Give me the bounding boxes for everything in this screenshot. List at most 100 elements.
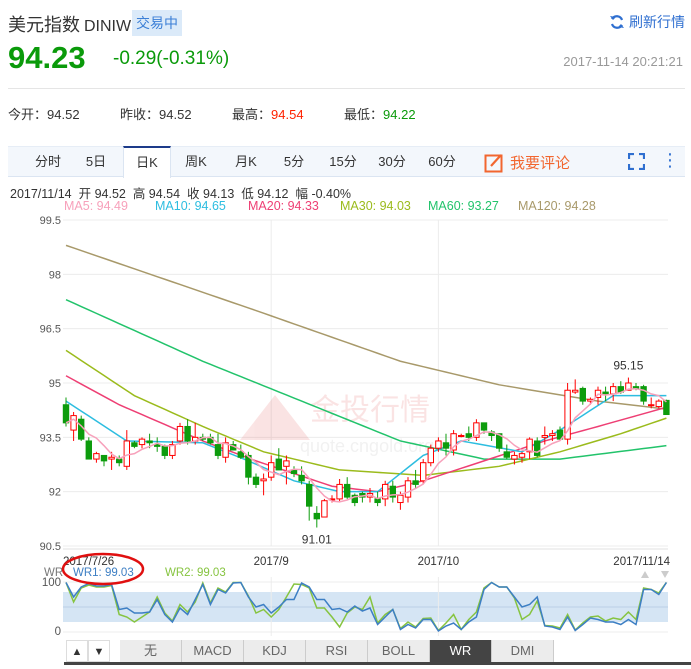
- candle-body: [336, 483, 343, 500]
- candle-body: [306, 483, 313, 507]
- scroll-down-button[interactable]: ▼: [88, 640, 110, 662]
- panel-up-icon[interactable]: [641, 571, 649, 578]
- candle-body: [541, 435, 548, 438]
- y-tick-label: 99.5: [40, 215, 61, 227]
- more-options-icon[interactable]: ⋮: [661, 150, 679, 170]
- candle-body: [602, 391, 609, 395]
- candle-body: [382, 483, 389, 500]
- ma120-line: [65, 244, 667, 410]
- range-scrollbar[interactable]: [64, 662, 691, 665]
- candle-body: [420, 462, 427, 482]
- indicator-tab-kdj[interactable]: KDJ: [244, 640, 306, 662]
- candle: [336, 478, 343, 503]
- candle: [427, 444, 435, 467]
- candle: [404, 477, 412, 503]
- tab-5day[interactable]: 5日: [85, 154, 107, 169]
- tab-15min[interactable]: 15分: [329, 154, 357, 169]
- indicator-tab-rsi[interactable]: RSI: [306, 640, 368, 662]
- candle-body: [222, 442, 229, 458]
- candle-body: [435, 440, 442, 449]
- candle-body: [237, 451, 245, 458]
- candle-body: [374, 498, 381, 504]
- indicator-tab-none[interactable]: 无: [120, 640, 182, 662]
- candle: [610, 383, 617, 402]
- tab-weekly-k[interactable]: 周K: [185, 154, 207, 169]
- candle-body: [351, 494, 359, 504]
- candle: [313, 506, 321, 528]
- stat-prev-close: 昨收：94.52: [120, 107, 192, 122]
- candle-body: [283, 460, 290, 467]
- tab-5min[interactable]: 5分: [283, 154, 305, 169]
- candle: [222, 437, 229, 463]
- candle-body: [214, 444, 222, 456]
- fullscreen-icon[interactable]: [628, 153, 645, 170]
- candle: [549, 430, 556, 441]
- candle-body: [412, 480, 419, 485]
- scroll-up-button[interactable]: ▲: [66, 640, 88, 662]
- current-price: 94.23: [8, 40, 86, 75]
- panel-down-icon[interactable]: [661, 571, 669, 578]
- comment-button[interactable]: 我要评论: [484, 152, 570, 173]
- candle: [389, 480, 397, 503]
- tab-60min[interactable]: 60分: [428, 154, 456, 169]
- candle: [579, 386, 586, 405]
- tab-monthly-k[interactable]: 月K: [235, 154, 257, 169]
- candle-body: [268, 462, 275, 478]
- y-tick-label: 96.5: [40, 324, 61, 336]
- candle-body: [640, 386, 647, 402]
- indicator-tab-dmi[interactable]: DMI: [492, 640, 554, 662]
- y-tick-label: 90.5: [40, 541, 61, 553]
- candle: [534, 437, 541, 458]
- candle-body: [70, 415, 77, 431]
- indicator-tab-boll[interactable]: BOLL: [368, 640, 430, 662]
- candle: [321, 498, 328, 518]
- candle-body: [176, 425, 184, 442]
- candle-body: [610, 386, 617, 395]
- candle: [518, 451, 526, 463]
- tab-intraday[interactable]: 分时: [34, 154, 61, 169]
- candle-body: [549, 433, 556, 437]
- candle-body: [572, 389, 579, 393]
- candle-body: [78, 418, 85, 440]
- candle: [123, 430, 130, 470]
- candle: [511, 451, 518, 465]
- ma30-value: MA30: 94.03: [340, 199, 411, 213]
- candle: [572, 379, 579, 394]
- wr2-value: WR2: 99.03: [165, 567, 226, 579]
- candle: [435, 437, 442, 452]
- indicator-tab-wr[interactable]: WR: [430, 640, 492, 662]
- ma5-line: [65, 388, 667, 503]
- candle-body: [579, 387, 586, 402]
- candle: [648, 397, 655, 409]
- candle-body: [321, 500, 328, 518]
- wr2-line: [65, 580, 668, 632]
- candle: [359, 491, 366, 503]
- candle-body: [518, 453, 526, 458]
- index-code: DINIW: [84, 18, 132, 35]
- candle: [70, 411, 77, 441]
- candle-body: [389, 485, 397, 498]
- watermark-logo: 金投行情 quote.cngold.org: [240, 394, 434, 456]
- tab-30min[interactable]: 30分: [378, 154, 406, 169]
- candle: [131, 440, 138, 449]
- price-change: -0.29(-0.31%): [113, 48, 230, 69]
- candle: [351, 493, 359, 507]
- candle: [496, 433, 503, 452]
- tab-daily-k[interactable]: 日K: [123, 146, 171, 178]
- candle-body: [625, 382, 632, 391]
- candle-body: [275, 458, 283, 471]
- ma20-value: MA20: 94.33: [248, 199, 319, 213]
- x-tick-label: 2017/9: [254, 556, 289, 568]
- candle: [450, 430, 457, 456]
- y-tick-label: 98: [49, 269, 61, 281]
- wr1-line: [65, 581, 668, 633]
- y-tick-label: 95: [49, 378, 61, 390]
- candle: [412, 469, 419, 489]
- candle: [237, 444, 245, 460]
- candle-body: [473, 422, 480, 438]
- refresh-button[interactable]: 刷新行情: [609, 12, 685, 32]
- candle-body: [100, 454, 108, 462]
- candle-body: [108, 456, 115, 460]
- indicator-tab-macd[interactable]: MACD: [182, 640, 244, 662]
